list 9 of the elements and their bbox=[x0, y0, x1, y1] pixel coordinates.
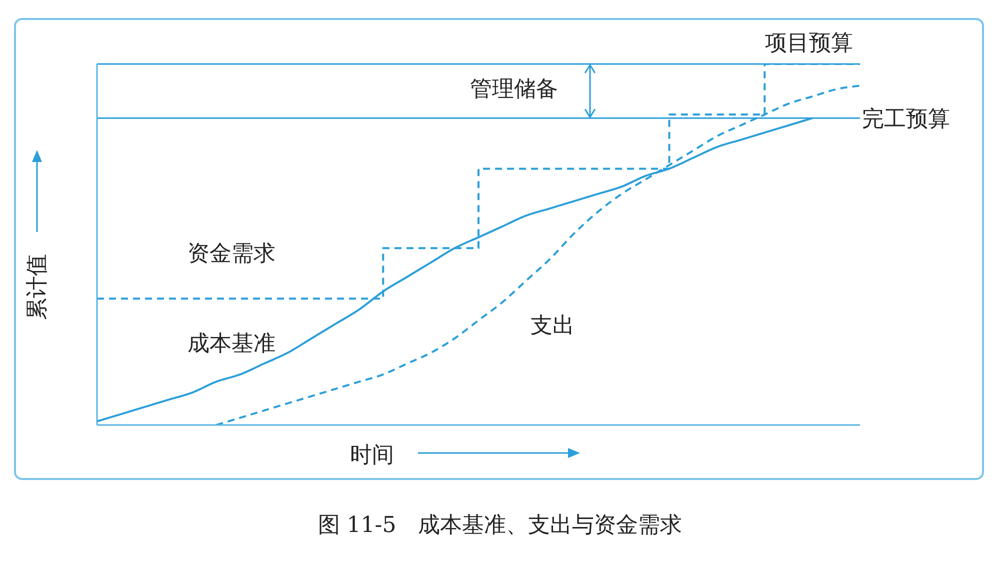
ref-line-label: 完工预算 bbox=[862, 107, 950, 132]
text: 图 11-5 成本基准、支出与资金需求 bbox=[316, 512, 684, 540]
series-label: 支出 bbox=[530, 313, 574, 338]
series-label: 成本基准 bbox=[187, 332, 276, 357]
x-axis-title: 时间 bbox=[350, 442, 394, 470]
ref-line-label: 项目预算 bbox=[765, 31, 853, 56]
y-axis-title: 累计值 bbox=[24, 254, 51, 320]
series-label: 资金需求 bbox=[187, 242, 276, 267]
annotation: 管理储备 bbox=[470, 76, 558, 104]
